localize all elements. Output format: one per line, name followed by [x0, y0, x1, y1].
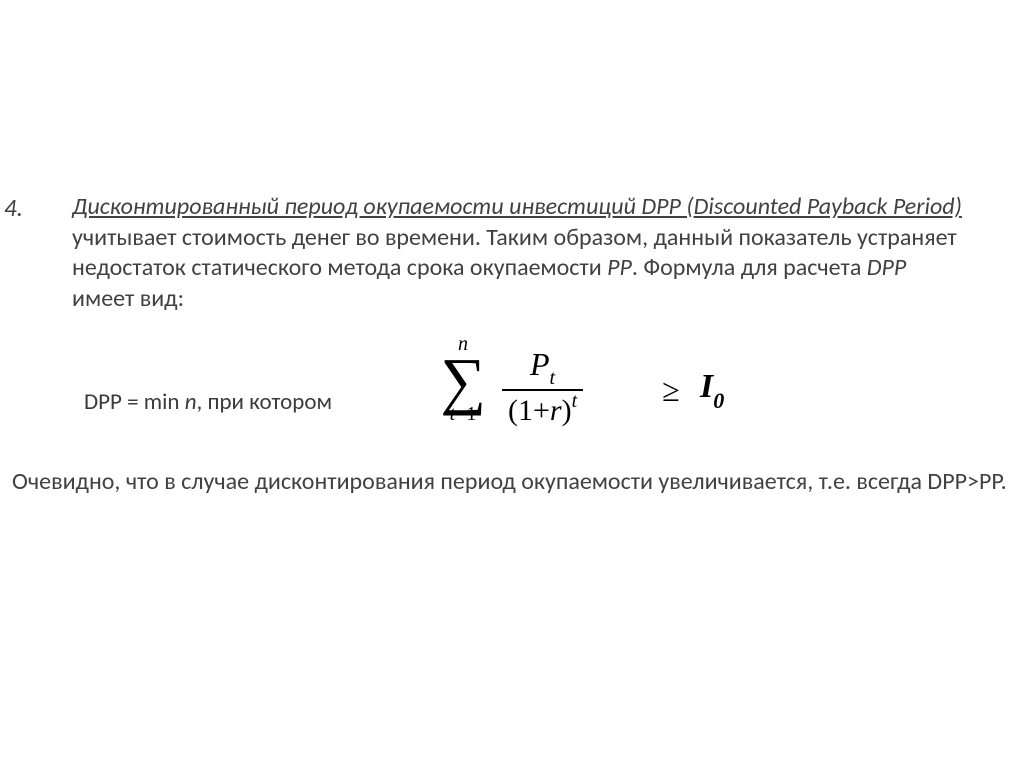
paragraph-conclusion: Очевидно, что в случае дисконтирования п… — [12, 466, 1012, 497]
fraction-numerator: Pt — [502, 348, 583, 391]
fraction: Pt (1+r)t — [502, 348, 583, 427]
term-dpp: DPP — [867, 253, 907, 282]
sigma-symbol: ∑ — [428, 354, 498, 408]
conclusion-text: Очевидно, что в случае дисконтирования п… — [12, 466, 1012, 497]
paragraph-definition: Дисконтированный период окупаемости инве… — [72, 192, 972, 315]
sum-lower-limit: t=1 — [428, 404, 498, 424]
formula-row: DPP = min n, при котором n ∑ t=1 Pt (1+r… — [84, 342, 944, 452]
term-pp: PP — [607, 253, 632, 282]
list-number: 4. — [4, 192, 23, 223]
text-segment: имеет вид: — [72, 284, 184, 313]
term-dpp-underlined: Дисконтированный период окупаемости инве… — [72, 192, 962, 221]
label-prefix: DPP = min — [84, 388, 185, 416]
text-segment: . Формула для расчета — [632, 253, 867, 282]
label-suffix: , при котором — [197, 388, 332, 416]
rhs-I0: I0 — [700, 368, 724, 411]
label-n: n — [185, 388, 197, 416]
summation: n ∑ t=1 — [428, 334, 498, 424]
geq-symbol: ≥ — [662, 372, 680, 409]
slide: 4. Дисконтированный период окупаемости и… — [0, 0, 1024, 768]
formula-label: DPP = min n, при котором — [84, 388, 332, 416]
fraction-denominator: (1+r)t — [502, 391, 583, 427]
